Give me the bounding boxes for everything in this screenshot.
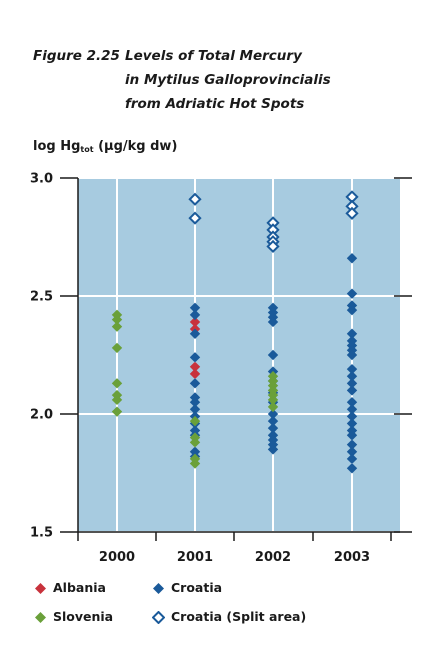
data-point-croatia [346, 253, 358, 264]
data-point-croatia [189, 404, 201, 415]
data-point-croatia [189, 302, 201, 313]
figure-title: Figure 2.25 Levels of Total Mercury in My… [33, 44, 331, 116]
legend-marker [35, 583, 46, 594]
data-point-croatia [346, 418, 358, 429]
data-point-slovenia [111, 406, 123, 417]
data-point-croatia [346, 385, 358, 396]
data-point-croatia [346, 411, 358, 422]
y-tick-label: 1.5 [30, 526, 53, 541]
plot-area [78, 178, 400, 532]
data-point-albania [189, 361, 201, 372]
data-point-croatia [346, 430, 358, 441]
data-point-croatia [346, 453, 358, 465]
data-point-croatia [346, 288, 358, 299]
data-point-croatia [346, 439, 358, 450]
legend-marker [35, 612, 46, 623]
data-point-slovenia [189, 437, 201, 448]
data-point-albania [189, 316, 201, 328]
data-point-croatia [346, 349, 358, 361]
x-tick-label-2000: 2000 [99, 550, 135, 565]
data-point-slovenia [111, 394, 123, 406]
legend-label: Croatia (Split area) [171, 609, 307, 624]
data-point-croatia [346, 463, 358, 474]
data-point-croatia-split-area [345, 206, 359, 221]
x-tick-label-2003: 2003 [334, 550, 370, 565]
x-tick-label-2002: 2002 [255, 550, 291, 565]
data-point-croatia [267, 316, 279, 328]
data-point-croatia [267, 408, 279, 420]
data-point-croatia-split-area [188, 192, 202, 206]
data-point-slovenia [111, 321, 123, 332]
data-point-croatia [346, 371, 358, 382]
data-point-croatia [346, 328, 358, 339]
data-point-croatia-split-area [188, 211, 202, 225]
data-point-croatia [346, 378, 358, 389]
data-point-croatia [189, 328, 201, 339]
x-tick-label-2001: 2001 [177, 550, 213, 565]
data-point-slovenia [189, 415, 201, 427]
data-point-croatia [189, 397, 201, 408]
y-axis-label: log Hgtot (µg/kg dw) [33, 139, 178, 154]
data-point-albania [189, 368, 201, 380]
data-point-slovenia [111, 314, 123, 325]
data-point-croatia [346, 397, 358, 408]
legend-item-croatia-split-area: Croatia (Split area) [152, 609, 306, 624]
legend-item-slovenia: Slovenia [34, 609, 113, 624]
data-point-croatia [267, 422, 279, 434]
data-point-croatia [267, 444, 279, 455]
data-point-croatia [346, 446, 358, 457]
figure-number: Figure 2.25 [33, 48, 120, 64]
data-point-slovenia [267, 401, 279, 413]
data-point-croatia [189, 378, 201, 389]
y-tick-label: 3.0 [30, 172, 53, 187]
data-point-slovenia [189, 458, 201, 469]
data-point-slovenia [111, 342, 123, 354]
y-tick-label: 2.5 [30, 290, 53, 305]
title-line-1: Levels of Total Mercury [125, 48, 302, 64]
data-point-slovenia [267, 394, 279, 406]
legend-item-croatia: Croatia [152, 580, 222, 595]
title-line-2: in Mytilus Galloprovincialis [125, 72, 331, 88]
data-point-croatia [346, 304, 358, 316]
data-point-croatia [267, 349, 279, 361]
data-point-slovenia [111, 378, 123, 389]
data-point-croatia [267, 415, 279, 427]
y-tick-label: 2.0 [30, 408, 53, 423]
data-point-croatia [189, 352, 201, 363]
legend-label: Slovenia [53, 609, 114, 624]
title-line-3: from Adriatic Hot Spots [125, 96, 305, 112]
data-point-croatia [189, 309, 201, 321]
data-point-croatia-split-area [266, 239, 280, 254]
data-point-croatia [346, 363, 358, 375]
legend-item-albania: Albania [34, 580, 106, 595]
legend-marker [153, 583, 164, 594]
data-point-croatia [346, 404, 358, 415]
legend-label: Albania [53, 580, 106, 595]
legend-label: Croatia [171, 580, 223, 595]
legend-marker [152, 611, 165, 624]
